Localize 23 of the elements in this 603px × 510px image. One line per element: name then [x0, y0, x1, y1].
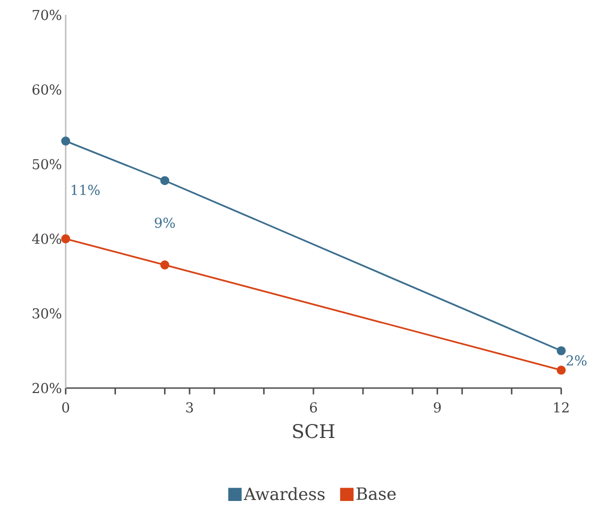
legend-label: Base — [356, 487, 396, 500]
text: 2% — [566, 355, 586, 366]
point — [556, 365, 566, 374]
x-axis-title: SCH — [293, 424, 334, 438]
point — [160, 176, 170, 185]
y-tick-label: 40% — [32, 233, 62, 244]
x-tick-label: 9 — [434, 402, 441, 412]
y-tick-label: 20% — [32, 382, 62, 394]
y-tick-label: 60% — [32, 84, 62, 94]
point — [556, 346, 566, 356]
annotation: 11% — [72, 184, 100, 195]
y-tick-label: 50% — [32, 158, 62, 170]
legend-label: Awardess — [244, 487, 325, 500]
x-tick-label: 3 — [186, 402, 193, 412]
point — [160, 260, 170, 270]
x-tick-label: 0 — [62, 402, 70, 412]
point — [61, 136, 70, 146]
x-tick-label: 6 — [310, 402, 317, 412]
y-tick-label: 70% — [32, 10, 62, 20]
y-tick-label: 30% — [32, 308, 62, 318]
point — [61, 234, 70, 244]
x-tick-label: 12 — [554, 402, 569, 412]
annotation: 9% — [154, 217, 175, 228]
